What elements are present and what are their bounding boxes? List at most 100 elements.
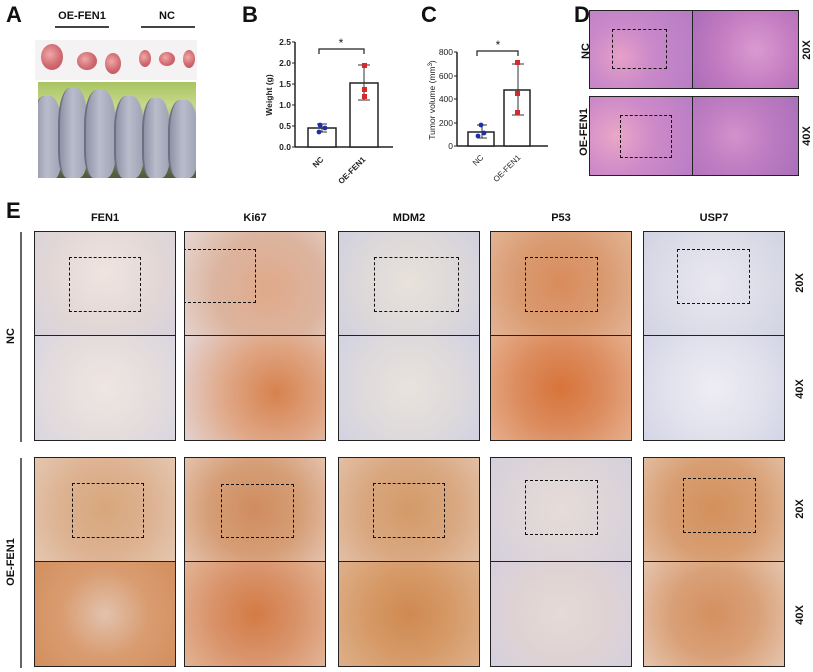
tumor-oe-2 [77,52,97,70]
mag-label-20x: 20X [800,40,813,60]
zoom-region-box [221,484,294,538]
ytick-5: 2.5 [279,37,291,47]
bar-nc [467,131,495,147]
ihc-nc-p53-40x [490,335,632,441]
nude-mice-photo [38,82,196,178]
ihc-oe-fen1-usp7-20x [643,457,785,562]
ihc-nc-usp7-20x [643,231,785,336]
mag-label-40x: 40X [800,126,813,146]
hne-oe-fen1-20x [589,96,693,176]
y-axis-label: Weight (g) [264,74,274,116]
ihc-oe-fen1-mdm2-20x [338,457,480,562]
mouse-3 [84,90,116,178]
ytick-4: 800 [439,47,453,57]
weight-bar-chart: 0.0 0.5 1.0 1.5 2.0 2.5 Weight (g) * NC … [264,36,393,186]
zoom-region-box [185,249,256,303]
ytick-3: 1.5 [279,79,291,89]
ihc-nc-usp7-40x [643,335,785,441]
zoom-region-box [525,480,598,535]
ihc-oe-fen1-ki67-20x [184,457,326,562]
ytick-2: 1.0 [279,100,291,110]
ihc-nc-ki67-20x [184,231,326,336]
ihc-nc-ki67-40x [184,335,326,441]
nc-points [475,122,487,139]
tumor-nc-1 [139,50,151,67]
zoom-region-box [373,483,445,538]
mouse-2 [58,88,88,178]
excised-tumors-photo [35,40,197,80]
ihc-nc-mdm2-40x [338,335,480,441]
panel-b-letter: B [242,2,258,27]
ytick-0: 0.0 [279,142,291,152]
oe-points [515,60,520,115]
ihc-oe-fen1-fen1-40x [34,561,176,667]
ytick-1: 0.5 [279,121,291,131]
tumor-nc-3 [183,50,195,68]
panel-c-letter: C [421,2,437,27]
bar-oe-fen1 [503,89,531,147]
row-bracket-oe-fen1 [20,458,22,668]
zoom-region-box [69,257,141,312]
zoom-region-box [525,257,598,312]
zoom-region-box [374,257,459,312]
hne-nc-20x [589,10,693,89]
row-label-oe-fen1: OE-FEN1 [4,538,17,586]
tumor-nc-2 [159,52,175,66]
group-underline-nc [141,26,195,28]
ihc-oe-fen1-p53-40x [490,561,632,667]
ytick-1: 200 [439,118,453,128]
group-label-oe-fen1: OE-FEN1 [58,10,106,22]
ihc-oe-fen1-ki67-40x [184,561,326,667]
zoom-region-box [620,115,672,158]
group-label-nc: NC [159,10,175,22]
panel-e-letter: E [6,198,21,223]
column-header-p53: P53 [551,212,571,224]
row-label-nc: NC [4,328,17,344]
tumor-oe-3 [105,53,121,74]
column-header-mdm2: MDM2 [392,212,426,224]
nc-points [316,122,328,135]
ihc-nc-fen1-40x [34,335,176,441]
group-underline-oe-fen1 [55,26,109,28]
xtick-oe-fen1: OE-FEN1 [337,155,368,186]
ihc-nc-fen1-20x [34,231,176,336]
ytick-3: 600 [439,71,453,81]
tumor-oe-1 [41,44,63,70]
zoom-region-box [612,29,667,69]
row-bracket-nc [20,232,22,442]
ihc-oe-fen1-p53-20x [490,457,632,562]
mag-label-oe-fen1-20x: 20X [793,499,806,519]
significance-star: * [496,38,501,52]
ihc-nc-mdm2-20x [338,231,480,336]
ihc-oe-fen1-fen1-20x [34,457,176,562]
panel-d-letter: D [574,2,590,27]
zoom-region-box [72,483,144,538]
ytick-2: 400 [439,94,453,104]
ihc-nc-p53-20x [490,231,632,336]
ihc-oe-fen1-usp7-40x [643,561,785,667]
mag-label-nc-20x: 20X [793,273,806,293]
ihc-oe-fen1-mdm2-40x [338,561,480,667]
hne-nc-40x [692,10,799,89]
hne-oe-fen1-40x [692,96,799,176]
tumor-volume-bar-chart: 0 200 400 600 800 Tumor volume (mm3) * N… [427,38,548,184]
mouse-6 [168,100,196,178]
panel-a-letter: A [6,2,22,27]
zoom-region-box [677,249,750,304]
xtick-oe-fen1: OE-FEN1 [492,153,523,184]
mouse-5 [142,98,170,178]
significance-star: * [339,36,344,50]
xtick-nc: NC [471,153,486,168]
oe-points [362,63,367,99]
column-header-fen1: FEN1 [90,212,120,224]
mouse-4 [114,96,144,178]
column-header-ki67: Ki67 [243,212,267,224]
zoom-region-box [683,478,756,533]
xtick-nc: NC [311,155,326,170]
ytick-4: 2.0 [279,58,291,68]
y-axis-label: Tumor volume (mm3) [427,60,437,140]
column-header-usp7: USP7 [699,212,729,224]
mag-label-nc-40x: 40X [793,379,806,399]
ytick-0: 0 [448,141,453,151]
mag-label-oe-fen1-40x: 40X [793,605,806,625]
